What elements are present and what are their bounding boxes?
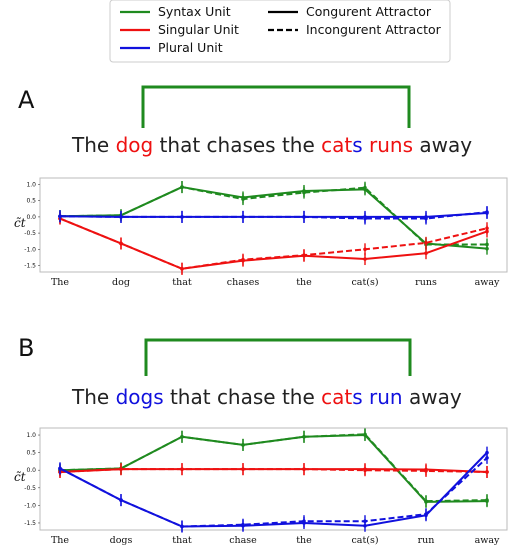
sentence-word: s xyxy=(352,385,362,409)
y-tick-label: 0.5 xyxy=(26,450,36,457)
panel-b-sentence: The dogs that chase the cats run away xyxy=(71,385,462,409)
x-tick-label: the xyxy=(296,277,312,288)
panel-b-letter: B xyxy=(18,334,34,362)
sentence-word: runs xyxy=(369,133,413,157)
plot-area xyxy=(39,427,508,531)
panel-a-sentence: The dog that chases the cats runs away xyxy=(71,133,472,157)
sentence-word: that chases the xyxy=(153,133,321,157)
series-line-singular-incongruent xyxy=(59,468,488,473)
sentence-word: away xyxy=(413,133,472,157)
panel-b-dependency-bracket xyxy=(144,338,412,376)
x-tick-label: chases xyxy=(227,277,260,288)
sentence-word: The xyxy=(71,133,116,157)
x-tick-label: cat(s) xyxy=(351,535,378,546)
x-tick-label: that xyxy=(172,535,192,546)
y-tick-label: 0.5 xyxy=(26,198,36,205)
panel-b-chart: 1.0 0.5 0.0 -0.5 -1.0 -1.5 c̃t The dogs that chase… xyxy=(14,427,508,546)
series-line-plural-congruent xyxy=(59,451,488,528)
legend-label: Plural Unit xyxy=(158,40,223,55)
x-tick-label: away xyxy=(475,277,500,288)
x-tick-label: away xyxy=(475,535,500,546)
sentence-word: s xyxy=(352,133,362,157)
sentence-word: dog xyxy=(116,133,154,157)
series-line-plural-congruent xyxy=(59,212,488,218)
panel-a-chart: 1.0 0.5 0.0 -0.5 -1.0 -1.5 c̃t The dog that chases… xyxy=(14,177,508,288)
y-tick-label: -1.0 xyxy=(24,502,36,509)
x-tick-label: The xyxy=(51,535,69,546)
y-tick-label: -0.5 xyxy=(24,230,36,237)
x-tick-label: chase xyxy=(229,535,257,546)
legend-label: Singular Unit xyxy=(158,22,239,37)
x-tick-label: that xyxy=(172,277,192,288)
y-tick-label: 0.0 xyxy=(26,467,36,474)
x-tick-label: runs xyxy=(415,277,437,288)
panel-a: A The dog that chases the cats runs away… xyxy=(14,85,508,288)
sentence-word: The xyxy=(71,385,116,409)
y-tick-label: 1.0 xyxy=(26,432,36,439)
legend-label: Incongurent Attractor xyxy=(306,22,442,37)
legend-label: Syntax Unit xyxy=(158,4,231,19)
series-line-syntax-incongruent xyxy=(59,186,487,246)
series-line-singular-congruent xyxy=(59,468,488,473)
legend-label: Congurent Attractor xyxy=(306,4,432,19)
sentence-word: cat xyxy=(321,133,352,157)
x-tick-label: the xyxy=(296,535,312,546)
y-axis-label: c̃t xyxy=(14,470,26,484)
sentence-word: that chase the xyxy=(164,385,322,409)
panel-a-dependency-bracket xyxy=(141,85,411,128)
legend: Syntax Unit Singular Unit Plural Unit Congu… xyxy=(109,0,451,63)
panel-b: B The dogs that chase the cats run away … xyxy=(14,334,508,546)
x-tick-label: cat(s) xyxy=(351,277,378,288)
x-tick-label: run xyxy=(418,535,435,546)
sentence-word: cat xyxy=(321,385,352,409)
sentence-word: run xyxy=(369,385,403,409)
y-tick-label: -0.5 xyxy=(24,485,36,492)
x-tick-label: The xyxy=(51,277,69,288)
series-line-syntax-incongruent xyxy=(59,433,488,503)
x-tick-label: dog xyxy=(112,277,130,288)
y-tick-label: -1.5 xyxy=(24,520,36,527)
sentence-word: dogs xyxy=(116,385,164,409)
series-line-singular-incongruent xyxy=(59,217,488,270)
panel-a-letter: A xyxy=(18,86,35,114)
y-tick-label: 1.0 xyxy=(26,181,36,188)
y-tick-label: 0.0 xyxy=(26,214,36,221)
series-line-plural-incongruent xyxy=(59,211,488,220)
y-tick-label: -1.0 xyxy=(24,246,36,253)
x-tick-label: dogs xyxy=(110,535,133,546)
y-axis-label: c̃t xyxy=(14,216,26,230)
y-tick-label: -1.5 xyxy=(24,263,36,270)
sentence-word: away xyxy=(403,385,462,409)
series-line-plural-incongruent xyxy=(59,457,488,528)
